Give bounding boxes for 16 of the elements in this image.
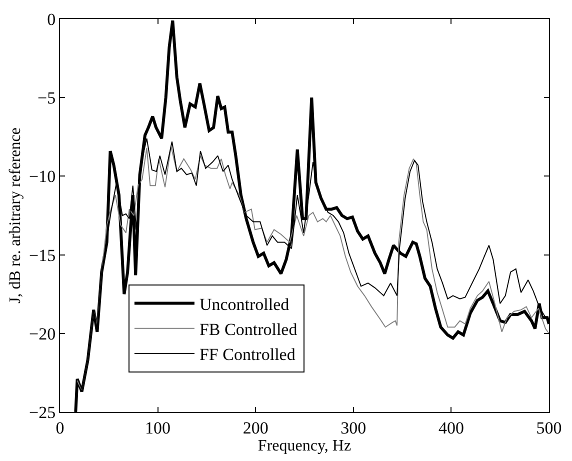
- y-tick-label: −20: [29, 324, 56, 344]
- y-tick-label: −5: [38, 88, 56, 108]
- legend-label: FB Controlled: [199, 320, 298, 339]
- x-tick-label: 500: [536, 418, 562, 438]
- legend-label: FF Controlled: [199, 345, 296, 364]
- legend-label: Uncontrolled: [199, 294, 290, 314]
- x-tick-label: 400: [438, 418, 464, 438]
- y-axis-title: J, dB re. arbitrary reference: [6, 128, 24, 304]
- y-tick-label: 0: [47, 10, 56, 29]
- x-axis-title: Frequency, Hz: [258, 437, 352, 454]
- y-tick-label: −25: [29, 402, 56, 422]
- y-tick-label: −15: [29, 246, 56, 265]
- x-tick-label: 200: [242, 418, 268, 438]
- y-tick-label: −10: [29, 167, 56, 186]
- x-tick-label: 300: [340, 418, 366, 438]
- x-tick-label: 100: [145, 418, 171, 438]
